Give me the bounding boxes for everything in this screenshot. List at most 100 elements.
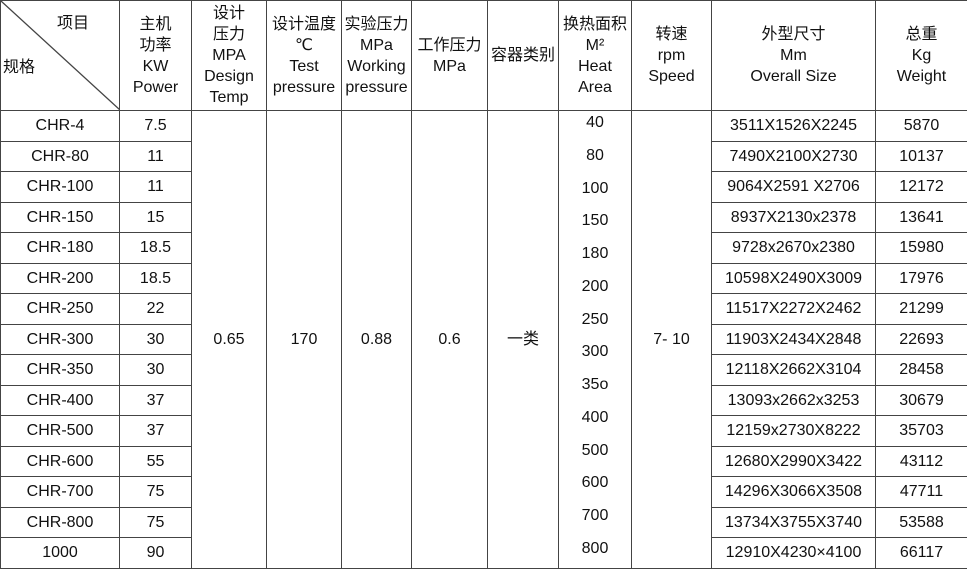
overall-size-cell: 3511X1526X2245 [711,110,876,142]
working-pressure-cell: 0.6 [411,110,488,569]
header-line: Heat [578,57,612,75]
header-line: rpm [657,47,686,64]
heat-area-value: 250 [581,310,609,328]
heat-area-value: 100 [581,179,609,197]
table-row: CHR-200 18.5 10598X2490X3009 17976 [0,262,967,294]
model-cell: CHR-200 [0,262,120,294]
model-cell: CHR-500 [0,415,120,447]
corner-top-label: 项目 [56,15,89,32]
vessel-class-cell: 一类 [487,110,559,569]
header-line: 容器类别 [490,47,555,64]
heat-area-list: 40 80 100 150 180 200 250 300 35o 400 500 600 700 800 [559,111,631,559]
header-heat-area: 换热面积 M² Heat Area [558,0,632,111]
weight-cell: 43112 [875,445,967,477]
weight-cell: 13641 [875,201,967,233]
header-line: 总重 [905,26,938,43]
table-row: CHR-800 75 13734X3755X3740 53588 [0,506,967,538]
header-line: Mm [780,47,807,64]
corner-header: 项目 规格 [0,0,120,111]
model-cell: CHR-600 [0,445,120,477]
overall-size-cell: 11517X2272X2462 [711,293,876,325]
power-cell: 37 [119,415,192,447]
header-line: 压力 [212,26,245,43]
overall-size-cell: 8937X2130x2378 [711,201,876,233]
overall-size-cell: 9064X2591 X2706 [711,171,876,203]
heat-area-value: 180 [581,245,609,263]
table-row: CHR-400 37 13093x2662x3253 30679 [0,384,967,416]
heat-area-value: 200 [581,277,609,295]
weight-cell: 35703 [875,415,967,447]
header-test-pressure: 实验压力 MPa Working pressure [341,0,412,111]
header-line: 设计温度 [271,15,336,33]
overall-size-cell: 14296X3066X3508 [711,476,876,508]
power-cell: 75 [119,476,192,508]
header-line: Design [204,68,254,85]
design-pressure-cell: 0.65 [191,110,267,569]
heat-area-cell: 40 80 100 150 180 200 250 300 35o 400 500 600 700 800 [558,110,632,569]
heat-area-value: 400 [581,408,609,426]
header-line: pressure [345,78,408,96]
test-pressure-cell: 0.88 [341,110,412,569]
power-cell: 22 [119,293,192,325]
header-line: MPa [360,36,393,54]
model-cell: CHR-80 [0,140,120,172]
power-cell: 75 [119,506,192,538]
header-design-pressure: 设计 压力 MPA Design Temp [191,0,267,111]
model-cell: CHR-250 [0,293,120,325]
header-line: MPa [433,57,466,75]
header-line: 转速 [655,26,688,43]
weight-cell: 21299 [875,293,967,325]
speed-cell: 7- 10 [631,110,712,569]
heat-area-value: 500 [581,441,609,459]
header-line: 工作压力 [417,36,482,54]
power-cell: 90 [119,537,192,569]
heat-area-value: 300 [581,343,609,361]
header-line: 换热面积 [562,15,627,33]
diagonal-divider [1,1,120,110]
header-line: Overall Size [750,68,837,85]
header-line: M² [585,36,605,54]
weight-cell: 22693 [875,323,967,355]
power-cell: 15 [119,201,192,233]
header-overall-size: 外型尺寸 Mm Overall Size [711,0,876,111]
header-line: Working [347,57,406,75]
model-cell: 1000 [0,537,120,569]
overall-size-cell: 12159x2730X8222 [711,415,876,447]
header-working-pressure: 工作压力 MPa [411,0,488,111]
header-vessel-class: 容器类别 [487,0,559,111]
overall-size-cell: 13093x2662x3253 [711,384,876,416]
header-line: 功率 [139,36,172,54]
power-cell: 55 [119,445,192,477]
power-cell: 30 [119,323,192,355]
heat-area-value: 700 [581,507,609,525]
overall-size-cell: 13734X3755X3740 [711,506,876,538]
header-line: Temp [209,89,249,106]
header-line: Power [132,78,179,96]
overall-size-cell: 11903X2434X2848 [711,323,876,355]
power-cell: 11 [119,171,192,203]
header-line: KW [142,57,169,75]
header-line: ℃ [295,36,313,54]
table-row: CHR-500 37 12159x2730X8222 35703 [0,415,967,447]
weight-cell: 53588 [875,506,967,538]
model-cell: CHR-700 [0,476,120,508]
header-line: 设计 [212,5,245,22]
weight-cell: 5870 [875,110,967,142]
overall-size-cell: 10598X2490X3009 [711,262,876,294]
model-cell: CHR-150 [0,201,120,233]
model-cell: CHR-300 [0,323,120,355]
heat-area-value: 40 [586,114,604,131]
weight-cell: 12172 [875,171,967,203]
header-line: 实验压力 [344,15,409,33]
header-design-temp: 设计温度 ℃ Test pressure [266,0,342,111]
power-cell: 11 [119,140,192,172]
header-line: Weight [896,68,947,85]
overall-size-cell: 12118X2662X3104 [711,354,876,386]
header-line: Area [578,78,612,96]
power-cell: 7.5 [119,110,192,142]
power-cell: 37 [119,384,192,416]
table-row: CHR-300 30 11903X2434X2848 22693 [0,323,967,355]
weight-cell: 47711 [875,476,967,508]
table-row: CHR-180 18.5 9728x2670x2380 15980 [0,232,967,264]
